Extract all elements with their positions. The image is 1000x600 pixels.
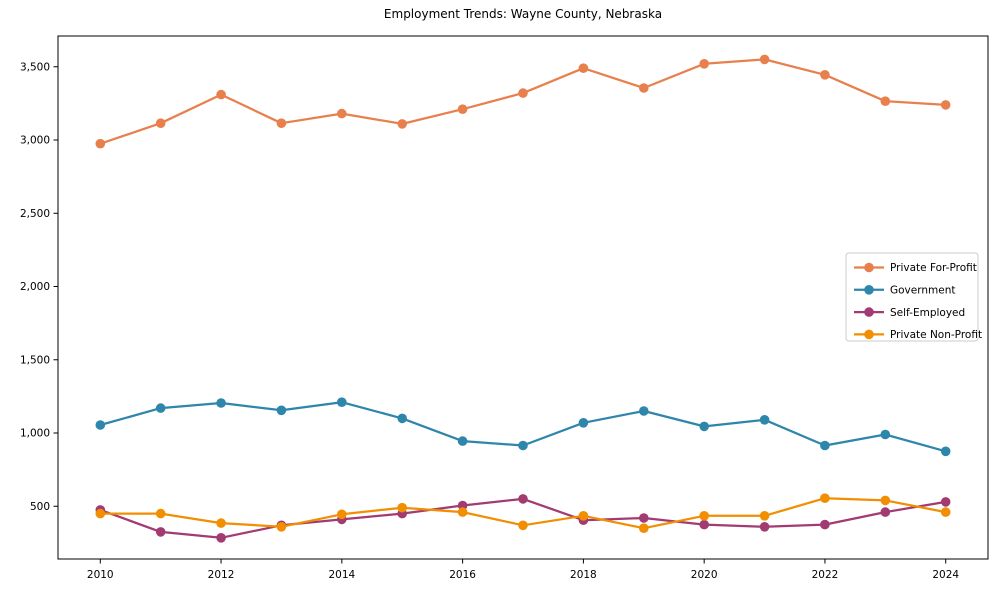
data-point-private-non-profit-2013: [276, 522, 287, 532]
legend-label: Private For-Profit: [890, 262, 977, 274]
data-point-self-employed-2016: [457, 500, 468, 511]
chart-title: Employment Trends: Wayne County, Nebrask…: [383, 7, 663, 21]
data-point-government-2020: [699, 421, 709, 432]
data-point-self-employed-2024: [940, 497, 951, 507]
data-point-government-2010: [95, 420, 106, 430]
data-point-self-employed-2022: [820, 519, 830, 530]
data-point-private-non-profit-2023: [880, 495, 891, 506]
legend-marker: [864, 329, 874, 340]
data-point-self-employed-2011: [155, 527, 166, 537]
x-tick-label: 2022: [812, 569, 839, 581]
series-markers-government: [95, 397, 951, 457]
data-point-private-for-profit-2011: [155, 118, 166, 128]
data-point-private-for-profit-2013: [276, 118, 287, 128]
data-point-government-2018: [578, 418, 589, 428]
series-markers-private-for-profit: [95, 54, 951, 149]
axes: 500 1,000 1,500 2,000 2,500 3,000 3,500 2010 201…: [20, 35, 989, 581]
data-point-private-non-profit-2020: [699, 511, 709, 521]
x-tick-label: 2016: [449, 569, 476, 581]
x-tick-label: 2024: [932, 569, 959, 581]
data-point-government-2013: [276, 405, 287, 416]
data-point-private-for-profit-2012: [216, 89, 226, 100]
legend-label: Government: [890, 285, 955, 297]
data-point-self-employed-2021: [759, 522, 770, 532]
data-point-self-employed-2017: [518, 494, 528, 504]
data-point-private-non-profit-2015: [397, 502, 408, 513]
legend-marker: [864, 285, 874, 295]
legend-marker: [864, 262, 874, 273]
legend: Private For-Profit Government Self-Employe…: [845, 252, 982, 342]
x-tick-label: 2014: [328, 569, 355, 581]
data-point-government-2019: [639, 406, 649, 416]
data-point-private-non-profit-2021: [759, 511, 770, 521]
x-tick-label: 2018: [570, 569, 597, 581]
data-point-private-non-profit-2017: [518, 520, 528, 531]
data-point-government-2015: [397, 413, 408, 424]
y-tick-label: 2,000: [20, 281, 50, 293]
y-tick-label: 1,000: [20, 428, 50, 440]
data-point-government-2021: [759, 415, 770, 425]
data-point-self-employed-2023: [880, 507, 891, 517]
data-point-private-for-profit-2010: [95, 138, 106, 149]
data-point-private-for-profit-2015: [397, 119, 408, 129]
data-point-self-employed-2019: [639, 513, 649, 523]
data-point-government-2014: [337, 397, 347, 408]
legend-item-private-non-profit: Private Non-Profit: [854, 329, 982, 341]
data-point-government-2016: [457, 436, 468, 446]
data-point-private-for-profit-2016: [457, 104, 468, 114]
data-point-private-non-profit-2012: [216, 518, 226, 528]
data-point-government-2024: [940, 446, 951, 457]
data-point-private-non-profit-2019: [639, 523, 649, 533]
data-point-government-2012: [216, 398, 226, 408]
data-point-private-for-profit-2020: [699, 59, 709, 69]
data-point-government-2022: [820, 440, 830, 451]
data-point-government-2011: [155, 403, 166, 413]
y-tick-label: 500: [30, 501, 50, 513]
data-point-self-employed-2012: [216, 533, 226, 543]
legend-label: Private Non-Profit: [890, 329, 982, 341]
y-tick-label: 2,500: [20, 208, 50, 220]
data-point-self-employed-2020: [699, 519, 709, 530]
series-group: [95, 54, 951, 543]
series-line-self-employed: [99, 497, 946, 539]
data-point-government-2023: [880, 429, 891, 440]
y-tick-label: 1,500: [20, 354, 50, 366]
data-point-private-non-profit-2024: [940, 507, 951, 517]
data-point-private-for-profit-2021: [759, 54, 770, 65]
data-point-private-non-profit-2016: [457, 507, 468, 517]
legend-box: [845, 252, 979, 342]
y-tick-label: 3,500: [20, 61, 50, 73]
legend-label: Self-Employed: [890, 307, 965, 319]
series-line-private-for-profit: [99, 58, 946, 145]
data-point-private-for-profit-2023: [880, 96, 891, 106]
y-tick-label: 3,000: [20, 135, 50, 147]
data-point-private-for-profit-2018: [578, 63, 589, 73]
data-point-private-for-profit-2019: [639, 83, 649, 93]
x-tick-label: 2010: [87, 569, 114, 581]
data-point-government-2017: [518, 440, 528, 451]
series-markers-private-non-profit: [95, 493, 951, 533]
x-tick-label: 2020: [691, 569, 718, 581]
data-point-private-non-profit-2018: [578, 511, 589, 521]
data-point-private-non-profit-2022: [820, 493, 830, 504]
plot-border: [57, 35, 989, 560]
data-point-private-non-profit-2014: [337, 509, 347, 520]
data-point-private-for-profit-2022: [820, 70, 830, 80]
legend-item-private-for-profit: Private For-Profit: [854, 262, 977, 274]
data-point-private-non-profit-2011: [155, 508, 166, 519]
legend-item-government: Government: [854, 285, 955, 297]
data-point-private-non-profit-2010: [95, 508, 106, 519]
data-point-private-for-profit-2024: [940, 100, 951, 110]
data-point-private-for-profit-2014: [337, 108, 347, 119]
data-point-private-for-profit-2017: [518, 88, 528, 98]
x-tick-label: 2012: [208, 569, 235, 581]
legend-item-self-employed: Self-Employed: [854, 307, 965, 319]
legend-marker: [864, 307, 874, 317]
